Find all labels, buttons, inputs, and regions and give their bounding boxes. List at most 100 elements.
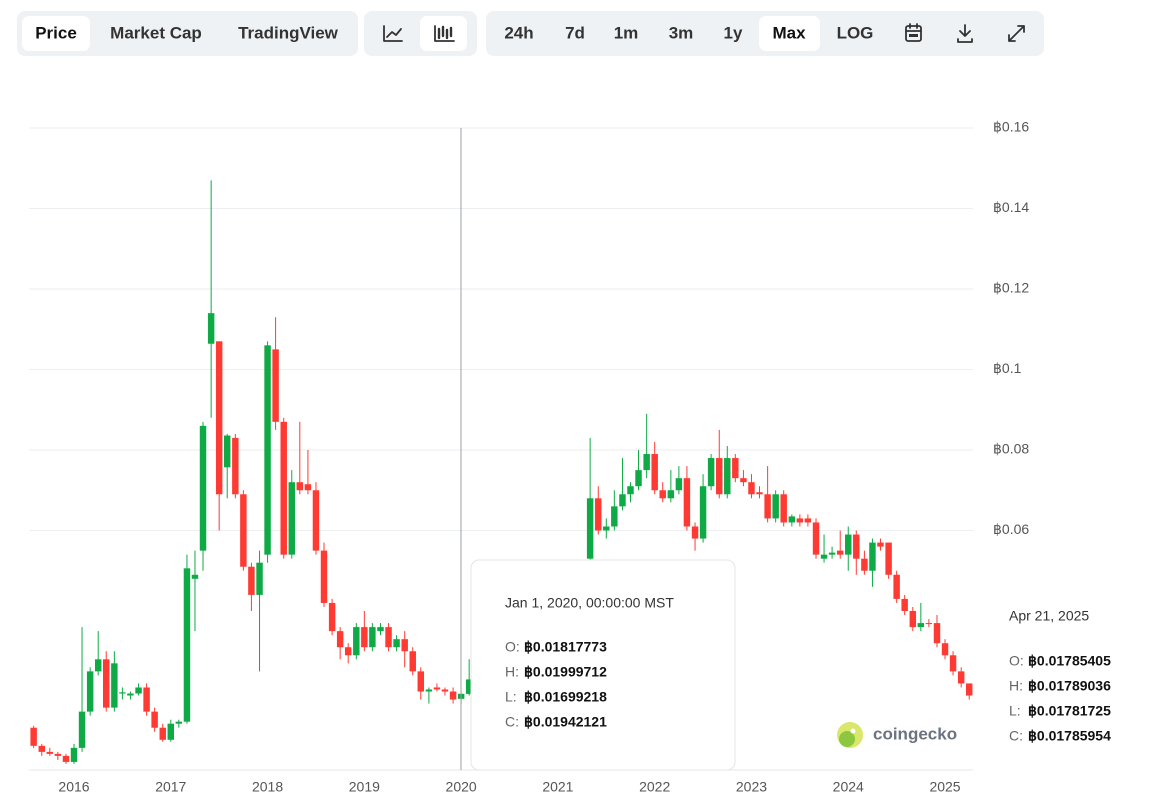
candle-body — [111, 663, 118, 708]
candle-body — [643, 454, 650, 471]
row-value: ฿0.01817773 — [524, 639, 607, 655]
candle-body — [465, 679, 473, 694]
view-button[interactable]: TradingView — [238, 23, 339, 42]
candle-body — [836, 550, 844, 555]
candle-body — [675, 478, 683, 491]
candle-body — [377, 627, 384, 632]
selected-pill — [22, 16, 90, 51]
candle-body — [716, 458, 723, 495]
view-group — [17, 11, 358, 56]
download-icon[interactable] — [957, 24, 973, 43]
candle-body — [861, 558, 868, 571]
candle-body — [409, 651, 416, 672]
x-tick-label: 2019 — [349, 779, 380, 795]
candle-body — [199, 425, 207, 551]
candle-body — [417, 671, 424, 692]
x-tick-label: 2016 — [58, 779, 89, 795]
candle-body — [135, 687, 142, 694]
candle-body — [103, 659, 110, 708]
fullscreen-icon[interactable] — [1008, 25, 1025, 42]
row-label: L: — [1009, 703, 1021, 719]
candle-body — [369, 627, 376, 648]
row-label: L: — [505, 689, 517, 705]
candle-body — [869, 542, 876, 571]
log-button[interactable]: LOG — [837, 23, 874, 42]
y-tick-label: ฿0.08 — [993, 441, 1029, 457]
tooltip-box — [470, 559, 736, 771]
row-value: ฿0.01942121 — [524, 714, 607, 730]
row-label: O: — [1009, 653, 1024, 669]
range-button[interactable]: 1m — [614, 23, 639, 42]
candle-body — [949, 655, 957, 672]
row-value: ฿0.01785405 — [1028, 653, 1111, 669]
candle-body — [433, 687, 441, 690]
candle-body — [901, 598, 908, 611]
candle-body — [296, 482, 304, 491]
candle-body — [683, 478, 691, 527]
candle-body — [304, 484, 312, 491]
row-label: C: — [505, 714, 519, 730]
candle-body — [877, 542, 884, 547]
candle-body — [764, 494, 771, 519]
line-chart-icon[interactable] — [383, 25, 403, 42]
candle-body — [941, 643, 949, 656]
y-tick-label: ฿0.12 — [993, 280, 1029, 296]
y-tick-label: ฿0.16 — [993, 119, 1029, 135]
candle-body — [143, 687, 150, 712]
view-button[interactable]: Price — [35, 23, 77, 42]
view-button[interactable]: Market Cap — [110, 23, 202, 42]
candle-body — [288, 482, 295, 555]
candle-body — [183, 568, 191, 722]
candle-body — [909, 611, 917, 628]
candle-body — [215, 341, 223, 495]
tooltip-rows: O: ฿0.01817773 H: ฿0.01999712 L: ฿0.01699218 C… — [505, 639, 607, 730]
candle-body — [78, 711, 86, 748]
candle-body — [393, 639, 400, 648]
candle-body — [30, 727, 37, 746]
range-button[interactable]: 24h — [504, 23, 533, 42]
row-label: H: — [505, 664, 519, 680]
candle-body — [62, 755, 70, 762]
tooltip-date: Jan 1, 2020, 00:00:00 MST — [505, 595, 674, 611]
candle-body — [586, 498, 594, 559]
row-value: ฿0.01699218 — [524, 689, 607, 705]
candle-body — [740, 478, 747, 483]
range-button[interactable]: 1y — [724, 23, 743, 42]
x-tick-label: 2023 — [736, 779, 767, 795]
candle-body — [167, 723, 175, 740]
candle-body — [159, 727, 166, 740]
range-button[interactable]: 3m — [669, 23, 694, 42]
calendar-icon[interactable] — [905, 23, 922, 42]
row-label: C: — [1009, 728, 1023, 744]
candle-body — [667, 490, 675, 499]
candle-body — [207, 313, 215, 344]
candle-body — [724, 458, 731, 495]
candle-body — [441, 689, 449, 692]
x-tick-label: 2025 — [929, 779, 960, 795]
candle-body — [699, 486, 707, 539]
candle-body — [853, 534, 860, 559]
candle-body — [272, 349, 279, 422]
candle-body — [361, 627, 368, 648]
candle-body — [627, 486, 634, 495]
candle-body — [54, 753, 62, 756]
range-button[interactable]: 7d — [565, 23, 585, 42]
candle-body — [119, 692, 126, 694]
candle-body — [788, 516, 796, 523]
candle-body — [336, 631, 344, 648]
y-tick-label: ฿0.1 — [993, 360, 1022, 376]
candle-chart-icon[interactable] — [434, 25, 455, 42]
x-tick-label: 2020 — [446, 779, 477, 795]
candle-body — [223, 435, 231, 468]
candle-body — [732, 458, 739, 479]
watermark: coingecko — [837, 722, 957, 748]
x-tick-label: 2022 — [639, 779, 670, 795]
candle-body — [353, 627, 360, 656]
candle-body — [796, 518, 804, 523]
candle-body — [748, 482, 755, 495]
candle-body — [280, 421, 287, 555]
candle-body — [893, 574, 900, 599]
candle-body — [151, 711, 158, 728]
range-button[interactable]: Max — [772, 23, 806, 42]
